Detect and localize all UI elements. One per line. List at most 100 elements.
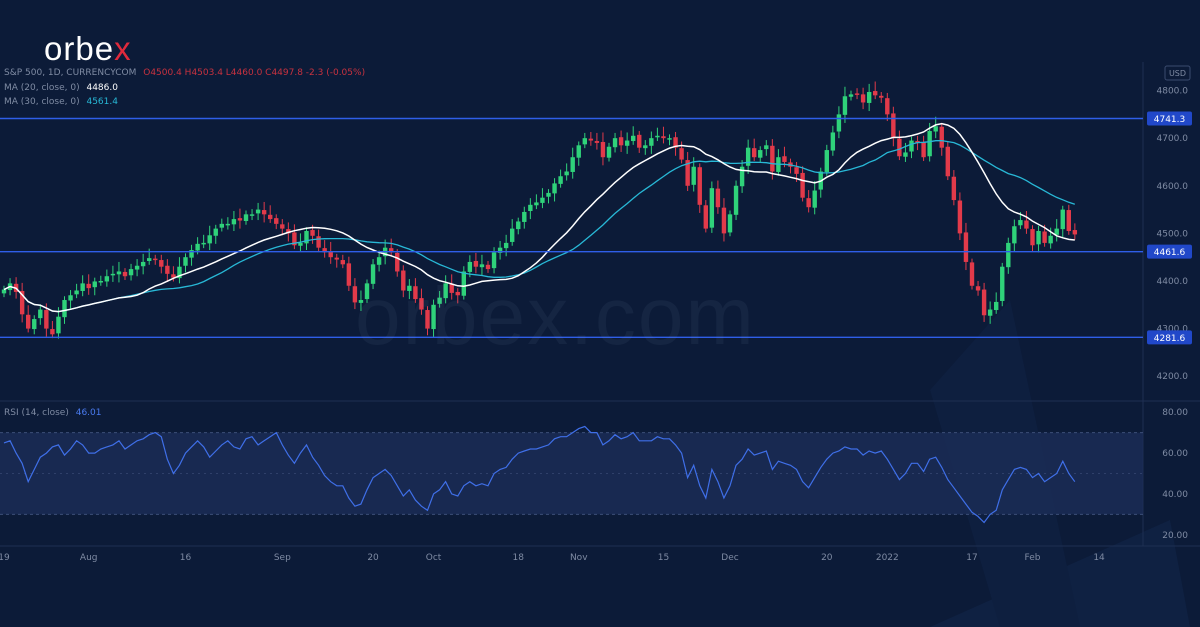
candle-body <box>679 148 684 160</box>
x-axis-label: 20 <box>821 553 833 563</box>
candle-body <box>806 198 811 208</box>
candle-body <box>673 137 678 148</box>
candle-body <box>419 298 424 310</box>
candle-body <box>745 147 751 166</box>
candle-body <box>171 274 176 278</box>
candle-body <box>534 202 539 206</box>
ma20-line <box>3 122 1075 313</box>
candle-body <box>594 141 600 143</box>
ma20-label: MA (20, close, 0) <box>4 83 80 93</box>
candle-body <box>44 310 49 329</box>
candle-body <box>32 319 37 330</box>
candle-body <box>600 141 606 158</box>
candle-body <box>413 286 418 300</box>
x-axis-label: Aug <box>80 553 98 563</box>
rsi-line <box>3 425 1076 524</box>
candle-body <box>824 150 829 172</box>
candle-body <box>328 251 333 258</box>
candle-body <box>994 301 999 311</box>
candle-body <box>479 264 485 268</box>
candle-body <box>582 138 587 145</box>
candle-body <box>134 265 140 270</box>
candle-body <box>207 235 212 244</box>
candle-body <box>19 290 25 315</box>
candle-body <box>758 150 763 158</box>
x-axis-label: 20 <box>367 553 379 563</box>
candle-body <box>606 146 612 158</box>
candle-body <box>897 138 902 157</box>
logo-text: orbe <box>44 30 115 67</box>
candle-body <box>340 260 345 265</box>
candle-body <box>510 228 515 242</box>
candle-body <box>497 247 503 253</box>
candle-body <box>280 224 285 229</box>
level-tag <box>1147 330 1192 345</box>
candle-body <box>147 258 152 261</box>
candle-body <box>540 197 545 203</box>
candle-body <box>153 258 158 261</box>
candle-body <box>957 200 963 234</box>
candle-body <box>165 265 170 274</box>
candle-body <box>588 138 594 141</box>
x-axis-label: Dec <box>721 553 738 563</box>
candle-body <box>661 136 666 139</box>
candle-body <box>401 270 406 291</box>
price-tick-label: 4200.0 <box>1157 372 1189 382</box>
candle-body <box>552 183 557 194</box>
x-axis-label: Sep <box>274 553 291 563</box>
candle-body <box>842 96 848 115</box>
candle-body <box>292 232 297 246</box>
candle-body <box>80 283 85 291</box>
candle-body <box>261 210 267 215</box>
rsi-value: 46.01 <box>75 408 102 418</box>
candle-body <box>437 297 442 304</box>
candle-body <box>921 142 926 158</box>
candle-body <box>631 135 636 142</box>
candle-body <box>286 229 291 234</box>
candle-body <box>564 171 569 176</box>
candle-body <box>522 211 527 222</box>
candle-body <box>485 264 491 270</box>
candle-body <box>570 157 575 172</box>
candle-body <box>987 309 993 316</box>
rsi-tick-label: 40.00 <box>1162 490 1188 500</box>
candle-body <box>558 176 563 184</box>
candle-body <box>473 260 479 267</box>
candle-body <box>92 281 97 288</box>
candle-body <box>830 132 836 151</box>
currency-box <box>1164 65 1191 81</box>
candle-body <box>618 137 624 146</box>
candle-body <box>122 271 128 277</box>
candle-body <box>727 214 733 233</box>
candle-body <box>770 145 775 172</box>
candle-body <box>945 146 950 177</box>
ohlc-values: O4500.4 H4503.4 L4460.0 C4497.8 -2.3 (-0… <box>143 68 366 78</box>
candle-body <box>395 252 400 272</box>
candle-body <box>68 295 73 301</box>
candle-body <box>352 286 358 303</box>
ma20-value: 4486.0 <box>86 83 118 93</box>
candle-body <box>159 260 164 267</box>
x-axis-label: 15 <box>658 553 669 563</box>
candle-body <box>195 243 200 251</box>
candle-body <box>1018 220 1023 226</box>
candle-body <box>643 145 648 149</box>
candle-body <box>909 140 914 152</box>
candle-body <box>140 261 146 267</box>
candle-body <box>873 91 878 96</box>
candle-body <box>1072 230 1078 235</box>
ma20-legend: MA (20, close, 0) 4486.0 <box>4 83 118 93</box>
candle-body <box>1060 209 1065 230</box>
symbol-label: S&P 500, 1D, CURRENCYCOM <box>4 68 137 78</box>
candle-body <box>939 126 944 148</box>
candle-body <box>836 114 842 132</box>
candle-body <box>98 280 103 283</box>
candle-body <box>449 283 454 293</box>
x-axis-label: 14 <box>1093 553 1105 563</box>
candle-body <box>298 242 303 246</box>
candle-body <box>243 214 249 222</box>
candle-body <box>794 167 799 174</box>
candle-body <box>431 304 436 330</box>
candle-body <box>927 131 932 157</box>
